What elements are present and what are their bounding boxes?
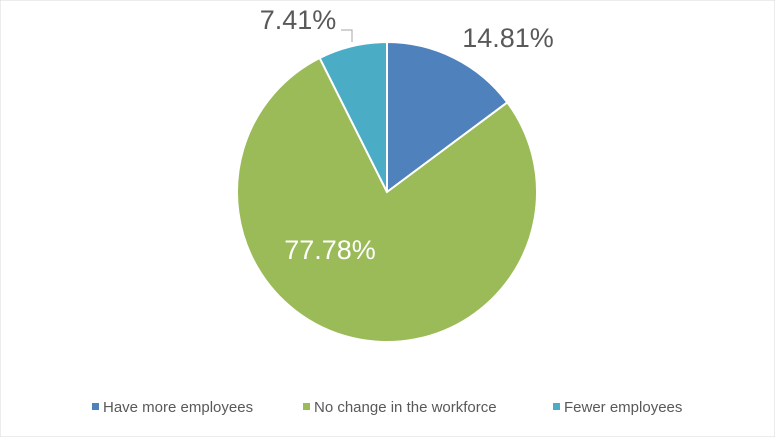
pie-slice (318, 40, 388, 193)
data-label: 7.41% (260, 5, 337, 35)
data-label: 77.78% (284, 235, 376, 265)
legend-label: No change in the workforce (314, 399, 497, 416)
legend-label: Have more employees (103, 399, 253, 416)
legend-swatch (303, 403, 310, 410)
legend-swatch (553, 403, 560, 410)
legend-swatch (92, 403, 99, 410)
data-label: 14.81% (462, 23, 554, 53)
leader-line (341, 29, 353, 42)
pie-slice (386, 40, 509, 194)
legend-label: Fewer employees (564, 399, 682, 416)
pie-slice (236, 56, 538, 343)
